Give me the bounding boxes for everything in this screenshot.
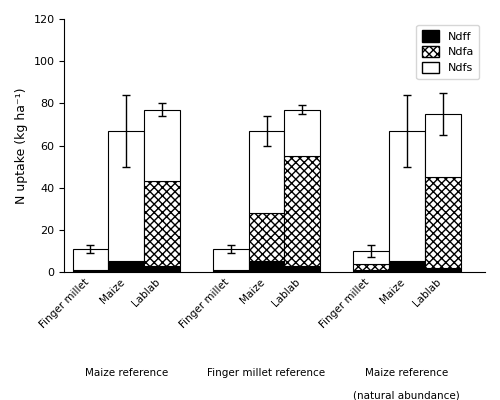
- Bar: [72, 270, 108, 272]
- Bar: [144, 181, 180, 266]
- Bar: [108, 131, 144, 262]
- Bar: [248, 131, 284, 213]
- Bar: [284, 110, 320, 156]
- Bar: [353, 270, 389, 272]
- Bar: [144, 110, 180, 181]
- Bar: [424, 114, 460, 177]
- Bar: [248, 262, 284, 272]
- Bar: [284, 156, 320, 266]
- Bar: [284, 266, 320, 272]
- Text: Finger millet reference: Finger millet reference: [208, 368, 326, 378]
- Bar: [213, 249, 248, 270]
- Legend: Ndff, Ndfa, Ndfs: Ndff, Ndfa, Ndfs: [416, 24, 480, 79]
- Bar: [389, 262, 424, 272]
- Y-axis label: N uptake (kg ha⁻¹): N uptake (kg ha⁻¹): [15, 87, 28, 204]
- Bar: [353, 264, 389, 270]
- Bar: [424, 177, 460, 268]
- Text: Maize reference: Maize reference: [365, 368, 448, 378]
- Bar: [108, 262, 144, 272]
- Bar: [248, 213, 284, 262]
- Bar: [72, 249, 108, 270]
- Bar: [353, 251, 389, 264]
- Bar: [144, 266, 180, 272]
- Bar: [424, 268, 460, 272]
- Bar: [389, 131, 424, 262]
- Text: Maize reference: Maize reference: [84, 368, 168, 378]
- Bar: [213, 270, 248, 272]
- Text: (natural abundance): (natural abundance): [354, 391, 460, 400]
